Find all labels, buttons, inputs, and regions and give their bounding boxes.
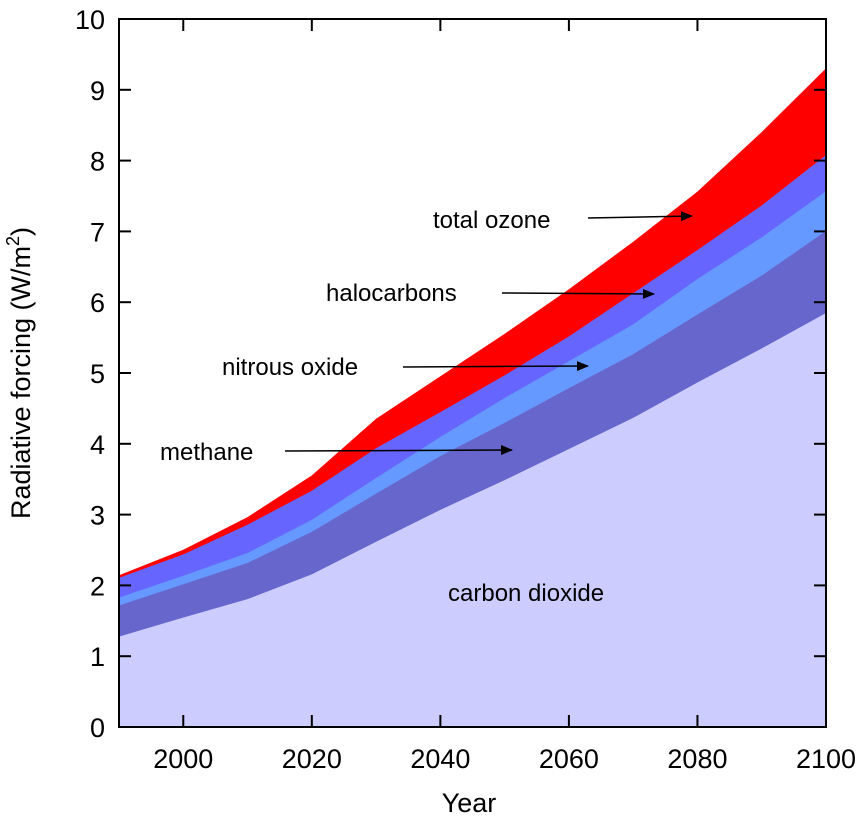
y-tick-label: 7 xyxy=(90,217,105,247)
axis-ticks xyxy=(119,18,827,728)
area-layers xyxy=(118,68,827,728)
y-tick-label: 9 xyxy=(90,76,105,106)
y-tick-labels: 0 1 2 3 4 5 6 7 8 9 10 xyxy=(75,5,105,743)
arrow-halocarbons xyxy=(501,288,655,299)
x-tick-label: 2020 xyxy=(282,744,342,774)
annotations: total ozone halocarbons nitrous oxide metha… xyxy=(160,207,693,607)
y-axis-title-main: Radiative forcing (W/m xyxy=(6,246,36,519)
label-total-ozone: total ozone xyxy=(433,207,550,234)
y-tick-label: 6 xyxy=(90,288,105,318)
x-tick-label: 2100 xyxy=(796,744,856,774)
x-tick-label: 2060 xyxy=(539,744,599,774)
label-carbon-dioxide: carbon dioxide xyxy=(448,580,604,607)
y-tick-label: 1 xyxy=(90,642,105,672)
label-methane: methane xyxy=(160,439,253,466)
y-tick-label: 5 xyxy=(90,359,105,389)
arrow-nitrous-oxide xyxy=(402,361,589,372)
label-halocarbons: halocarbons xyxy=(326,280,457,307)
arrow-total-ozone xyxy=(587,211,693,222)
y-tick-label: 2 xyxy=(90,571,105,601)
y-tick-label: 8 xyxy=(90,147,105,177)
x-tick-label: 2040 xyxy=(410,744,470,774)
y-axis-title: Radiative forcing (W/m2) xyxy=(3,227,36,519)
y-axis-title-sup: 2 xyxy=(3,236,23,246)
y-tick-label: 3 xyxy=(90,501,105,531)
x-tick-label: 2080 xyxy=(667,744,727,774)
x-tick-labels: 2000 2020 2040 2060 2080 2100 xyxy=(153,744,856,774)
y-axis-title-close: ) xyxy=(6,227,36,236)
x-axis-title: Year xyxy=(442,788,497,818)
x-tick-label: 2000 xyxy=(153,744,213,774)
y-tick-label: 0 xyxy=(90,713,105,743)
label-nitrous-oxide: nitrous oxide xyxy=(222,354,358,381)
y-tick-label: 10 xyxy=(75,5,105,35)
y-tick-label: 4 xyxy=(90,430,105,460)
arrow-methane xyxy=(284,445,513,456)
